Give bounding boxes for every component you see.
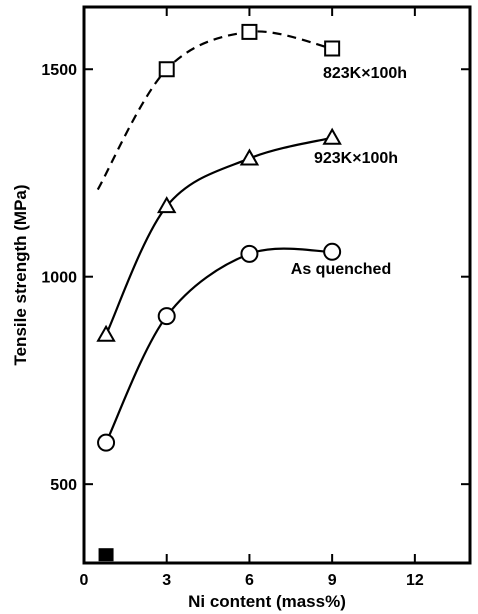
x-axis-title: Ni content (mass%) [188, 592, 346, 611]
plot-border [82, 5, 472, 565]
square-marker [241, 23, 258, 40]
x-tick-label: 12 [406, 572, 424, 589]
circle-marker [240, 244, 259, 263]
series-line-0 [96, 30, 333, 191]
triangle-marker [156, 196, 177, 214]
data-markers [96, 23, 342, 562]
circle-marker [323, 242, 342, 261]
circle-marker [97, 433, 116, 452]
y-axis-title: Tensile strength (MPa) [11, 184, 30, 365]
series-label-0: 823K×100h [323, 65, 407, 82]
square-marker [324, 40, 341, 57]
series-curves [96, 30, 333, 444]
x-tick-label: 0 [80, 572, 89, 589]
triangle-marker [322, 127, 342, 145]
square-marker [158, 61, 175, 78]
plot-frame [82, 5, 472, 565]
series-line-2 [105, 247, 333, 444]
series-label-1: 923K×100h [314, 150, 398, 167]
x-tick-label: 9 [328, 572, 337, 589]
triangle-marker [239, 148, 260, 166]
x-tick-label: 6 [245, 572, 254, 589]
axis-ticks [83, 7, 470, 563]
triangle-marker [96, 324, 116, 342]
x-tick-label: 3 [162, 572, 171, 589]
filled-square-marker [98, 548, 114, 562]
series-label-2: As quenched [291, 261, 391, 278]
chart-labels: 0 3 6 9 12 500 1000 1500 Ni content (mass%) Tensi… [11, 62, 424, 611]
y-tick-label: 1500 [41, 62, 77, 79]
y-tick-label: 1000 [41, 270, 77, 287]
y-tick-label: 500 [50, 477, 77, 494]
circle-marker [157, 307, 176, 326]
series-line-1 [105, 136, 333, 336]
